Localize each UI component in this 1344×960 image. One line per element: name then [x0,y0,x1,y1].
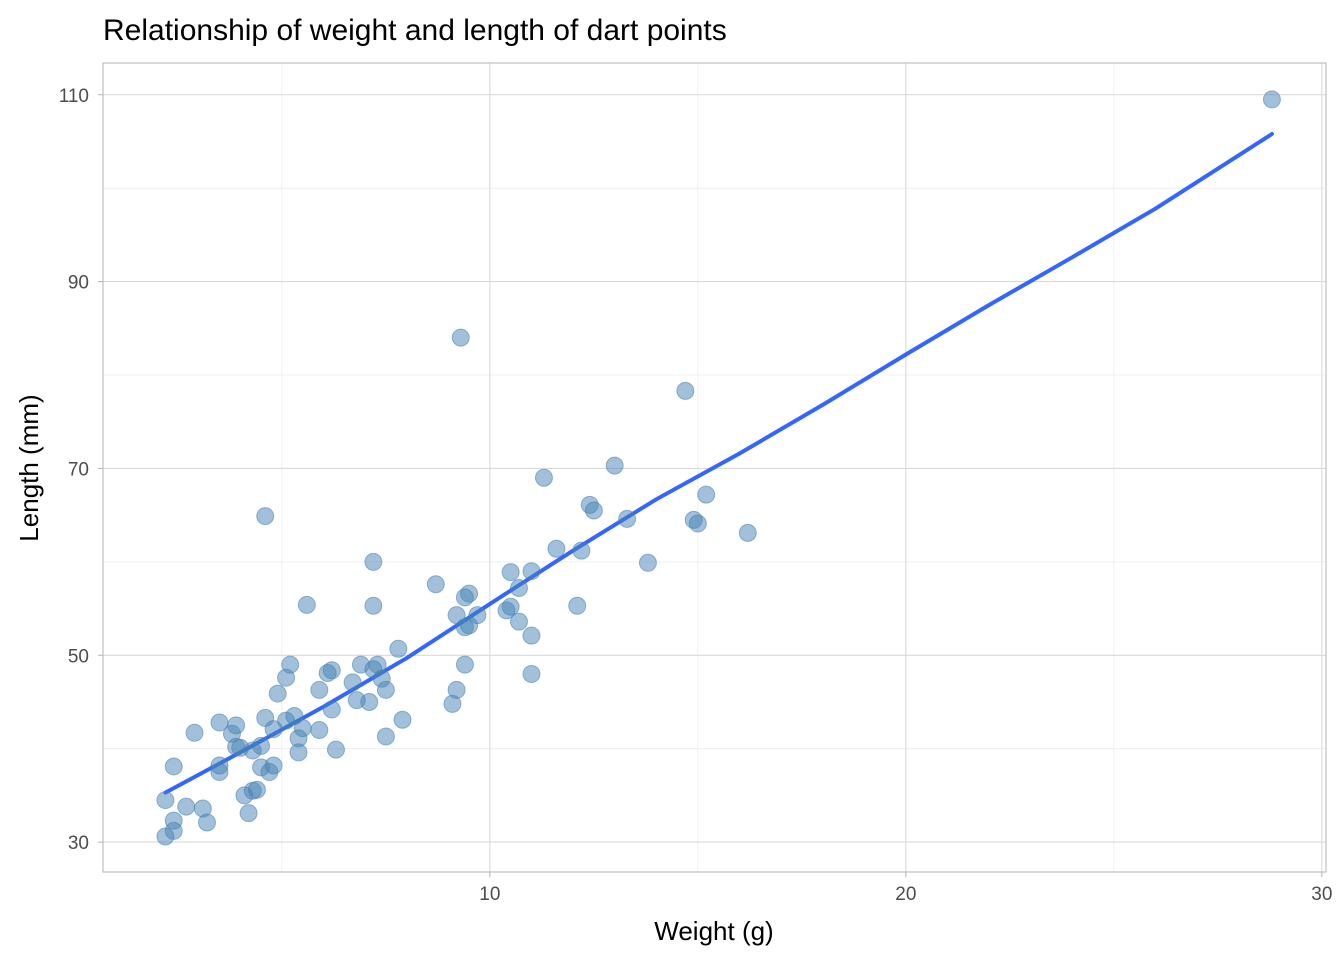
regression-line [163,132,1274,795]
data-point [572,541,591,560]
data-point [264,756,283,775]
data-point [289,743,308,762]
data-point [164,757,183,776]
data-point [376,680,395,699]
data-point [326,740,345,759]
data-point [1262,90,1281,109]
data-point [297,595,316,614]
data-point [177,797,196,816]
data-point [322,700,341,719]
data-point [393,710,412,729]
fit-line-layer [163,132,1274,795]
data-point [501,597,520,616]
data-point [310,721,329,740]
grid-lines [103,63,1326,872]
data-point [547,539,566,558]
data-point [360,692,379,711]
data-point [239,804,258,823]
data-point [426,575,445,594]
data-point [227,716,246,735]
data-point [264,720,283,739]
data-point [247,780,266,799]
data-point [676,381,695,400]
data-point [605,456,624,475]
y-tick-label: 110 [59,86,89,107]
data-point [310,680,329,699]
data-point [534,468,553,487]
y-tick-label: 50 [68,646,89,667]
data-point [638,553,657,572]
y-tick-label: 30 [68,833,89,854]
data-point [455,655,474,674]
data-point [389,639,408,658]
data-point [468,606,487,625]
data-point [451,328,470,347]
data-point [697,485,716,504]
chart-title: Relationship of weight and length of dar… [103,14,727,47]
data-point [364,552,383,571]
y-tick-label: 90 [68,273,89,294]
data-point [164,811,183,830]
data-point [322,661,341,680]
data-point [509,612,528,631]
y-tick-label: 70 [68,459,89,480]
data-point [688,514,707,533]
y-axis-title: Length (mm) [14,394,44,541]
data-point [156,791,175,810]
data-point [460,584,479,603]
x-tick-label: 10 [479,884,500,905]
data-point [522,626,541,645]
data-point [256,507,275,526]
data-point [293,719,312,738]
x-axis-tick-labels: 10 20 30 [479,872,1332,905]
data-point [522,562,541,581]
data-point [268,684,287,703]
x-tick-label: 20 [895,884,916,905]
data-point [501,563,520,582]
x-tick-label: 30 [1311,884,1332,905]
data-point [197,813,216,832]
data-points [156,90,1281,846]
data-point [584,501,603,520]
data-point [343,673,362,692]
data-point [185,723,204,742]
y-axis-tick-labels: 30 50 70 90 110 [59,86,103,854]
data-point [364,596,383,615]
data-point [738,523,757,542]
data-point [568,596,587,615]
data-point [447,680,466,699]
data-point [281,655,300,674]
data-point [509,579,528,598]
x-axis-title: Weight (g) [654,916,773,946]
data-point [618,509,637,528]
data-point [210,756,229,775]
data-point [252,736,271,755]
panel-border [102,62,1327,873]
data-point [376,727,395,746]
data-point [522,664,541,683]
